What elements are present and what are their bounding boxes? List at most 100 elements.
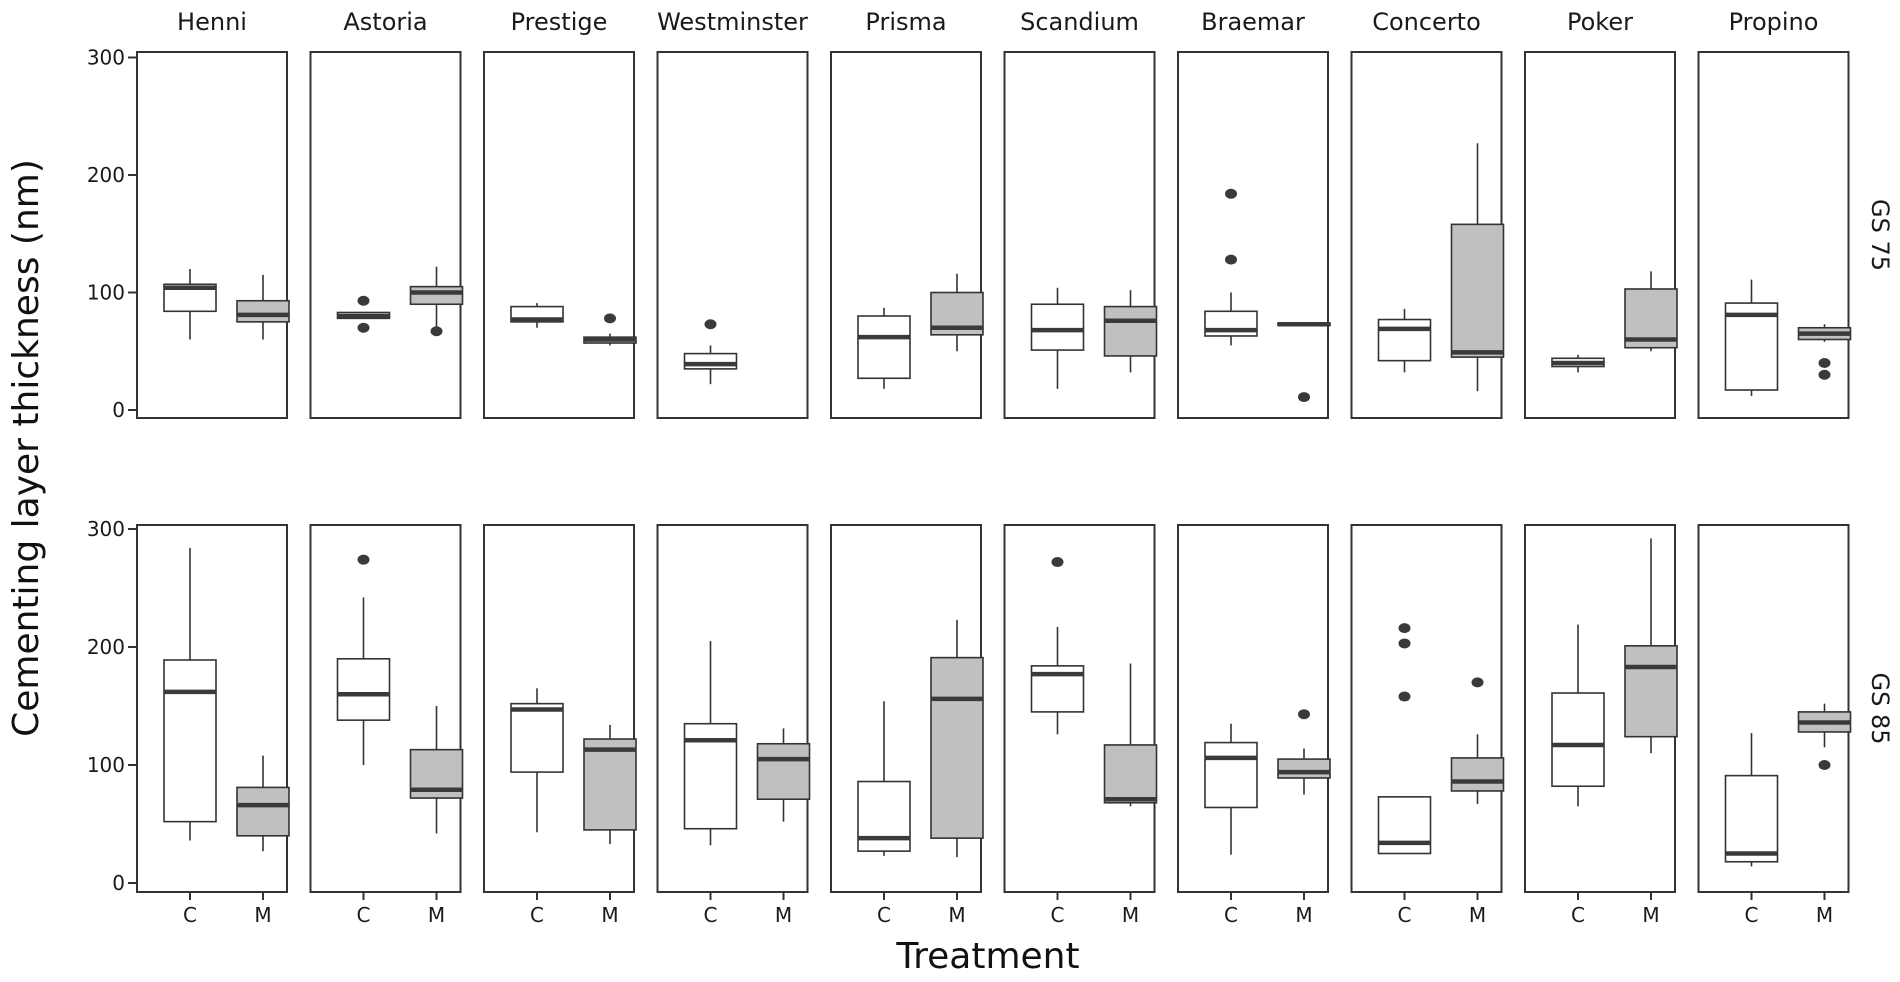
box-iqr: [683, 352, 738, 370]
y-tick-label-100: 100: [87, 281, 125, 305]
x-tick-label-M: M: [428, 903, 445, 927]
x-tick-label-M: M: [601, 903, 618, 927]
box-iqr: [1724, 302, 1779, 391]
y-tick-label-0: 0: [112, 871, 125, 895]
panel-frame: [1003, 524, 1156, 893]
panel-gs-85-henni: [136, 524, 290, 893]
box-M: [1103, 663, 1158, 807]
box-M: [583, 724, 637, 845]
x-tick-label-C: C: [1398, 903, 1412, 927]
panel-frame: [656, 524, 809, 893]
x-tick-label-M: M: [1469, 903, 1486, 927]
box-C: [1030, 287, 1085, 389]
panel-frame: [1003, 51, 1156, 419]
box-C: [163, 269, 217, 340]
outlier-point: [1225, 254, 1237, 265]
box-M: [1624, 271, 1678, 352]
outlier-point: [604, 313, 616, 324]
box-C: [1030, 557, 1085, 735]
box-iqr: [163, 659, 217, 823]
x-tick-label-C: C: [183, 903, 197, 927]
box-M: [1277, 709, 1331, 795]
box-iqr: [336, 657, 391, 721]
box-M: [930, 273, 984, 352]
box-iqr: [1724, 774, 1779, 863]
panel-gs-85-concerto: [1350, 524, 1505, 893]
x-tick-label-C: C: [704, 903, 718, 927]
outlier-point: [357, 554, 370, 565]
panel-gs-75-concerto: [1350, 51, 1505, 419]
panel-frame: [483, 51, 635, 419]
box-iqr: [1103, 744, 1158, 804]
facet-label-braemar: Braemar: [1201, 8, 1305, 36]
box-iqr: [583, 738, 637, 831]
panel-frame: [309, 524, 462, 893]
x-tick-label-C: C: [357, 903, 371, 927]
outlier-point: [357, 295, 370, 306]
box-iqr: [1103, 305, 1158, 357]
box-iqr: [1551, 692, 1605, 788]
x-tick-label-M: M: [1642, 903, 1659, 927]
box-iqr: [930, 656, 984, 839]
panel-gs-85-westminster: [656, 524, 811, 893]
panel-gs-75-prisma: [830, 51, 984, 419]
box-C: [1377, 308, 1432, 373]
outlier-point: [1051, 557, 1064, 568]
box-iqr: [756, 742, 811, 801]
outlier-point: [1398, 638, 1411, 649]
box-C: [1551, 624, 1605, 807]
facet-label-prestige: Prestige: [511, 8, 608, 36]
box-M: [409, 706, 464, 834]
panel-frame: [309, 51, 462, 419]
outlier-point: [704, 319, 717, 330]
box-M: [1450, 143, 1505, 392]
x-tick-label-M: M: [1816, 903, 1833, 927]
facet-label-poker: Poker: [1567, 8, 1633, 36]
panel-gs-85-prestige: [483, 524, 637, 893]
row-label-gs-85: GS 85: [1866, 673, 1894, 745]
box-iqr: [1030, 303, 1085, 351]
outlier-point: [1225, 188, 1237, 199]
box-iqr: [409, 285, 464, 306]
x-tick-label-C: C: [1571, 903, 1585, 927]
panel-gs-85-scandium: [1003, 524, 1158, 893]
outlier-point: [357, 322, 370, 333]
outlier-point: [1398, 623, 1411, 634]
row-labels: GS 75 GS 85: [1866, 199, 1894, 745]
box-C: [510, 688, 564, 833]
panel-frame: [1350, 524, 1503, 893]
box-C: [857, 701, 911, 856]
outlier-point: [1298, 709, 1310, 720]
y-axis-title: Cementing layer thickness (nm): [6, 159, 47, 737]
outlier-point: [1818, 369, 1831, 380]
box-C: [683, 641, 738, 846]
facet-label-prisma: Prisma: [865, 8, 946, 36]
panel-gs-85-propino: [1697, 524, 1852, 893]
box-C: [1724, 279, 1779, 396]
box-iqr: [1204, 741, 1258, 809]
panel-gs-75-propino: [1697, 51, 1852, 419]
y-tick-label-200: 200: [87, 163, 125, 187]
panel-frame: [483, 524, 635, 893]
panel-frame: [1177, 524, 1329, 893]
panel-gs-75-poker: [1524, 51, 1678, 419]
box-iqr: [1277, 758, 1331, 779]
box-M: [1450, 677, 1505, 804]
box-iqr: [857, 780, 911, 852]
panel-frame: [656, 51, 809, 419]
box-C: [510, 303, 564, 328]
box-iqr: [236, 299, 290, 323]
box-M: [409, 266, 464, 337]
box-C: [1204, 723, 1258, 855]
panel-gs-85-prisma: [830, 524, 984, 893]
row-label-gs-75: GS 75: [1866, 199, 1894, 271]
y-tick-label-300: 300: [87, 517, 125, 541]
box-C: [1724, 733, 1779, 867]
panel-gs-75-scandium: [1003, 51, 1158, 419]
box-C: [683, 319, 738, 385]
box-M: [236, 755, 290, 852]
box-M: [1103, 290, 1158, 373]
x-tick-label-M: M: [254, 903, 271, 927]
box-C: [163, 547, 217, 841]
outlier-point: [1818, 358, 1831, 368]
